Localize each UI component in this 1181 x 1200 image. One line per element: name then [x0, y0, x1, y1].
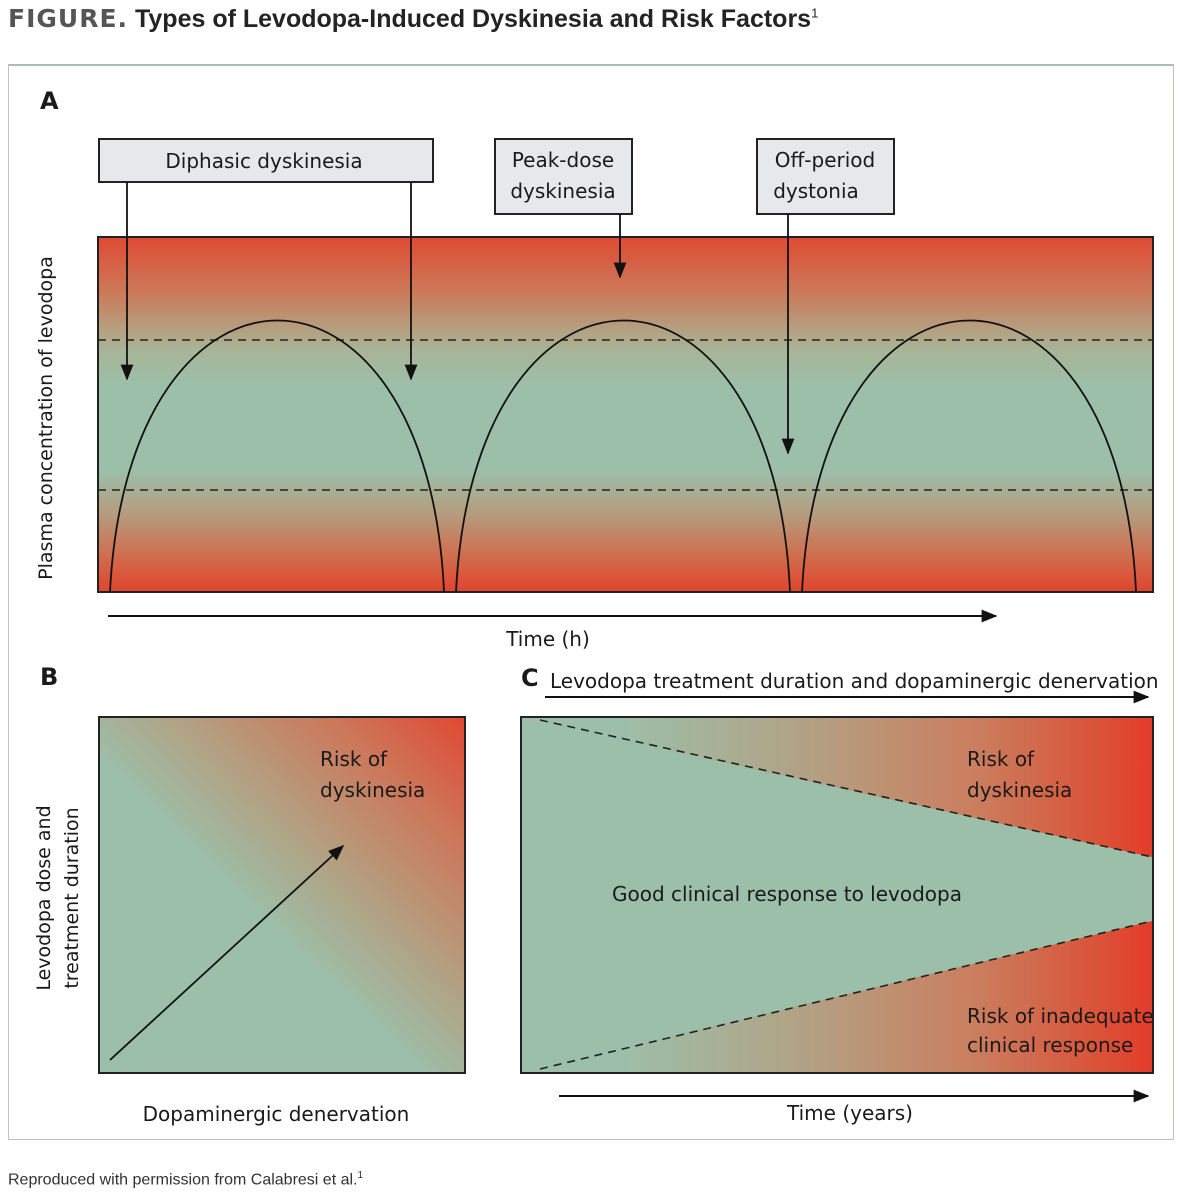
figure-title-text: Types of Levodopa-Induced Dyskinesia and… — [134, 5, 812, 33]
panel-b-y-axis-label-line1: Levodopa dose and — [33, 805, 55, 990]
lower-boundary-dashed — [539, 920, 1153, 1070]
panel-b-y-axis-label-line2: treatment duration — [61, 807, 83, 988]
panel-c-center-label: Good clinical response to levodopa — [612, 882, 962, 906]
diphasic-dyskinesia-box — [98, 138, 434, 183]
upper-boundary-dashed — [539, 719, 1153, 858]
peak-dose-label-line2: dyskinesia — [510, 179, 615, 203]
peak-dose-label-line1: Peak-dose — [512, 148, 614, 172]
panel-c: C Levodopa treatment duration and dopami… — [520, 664, 1159, 1125]
diphasic-dyskinesia-callout: Diphasic dyskinesia — [98, 138, 434, 381]
good-response-region — [522, 718, 1152, 1072]
panel-b-x-axis-label: Dopaminergic denervation — [143, 1102, 410, 1126]
panel-c-top-label: Levodopa treatment duration and dopamine… — [550, 669, 1159, 693]
off-period-dystonia-box — [756, 138, 895, 215]
panel-a-y-axis-label: Plasma concentration of levodopa — [35, 256, 57, 580]
figure-frame — [8, 64, 1174, 1140]
figure-caption-superscript: 1 — [357, 1170, 364, 1181]
panel-a: A Diphasic dyskinesia Peak-dose dyskines… — [35, 87, 1154, 651]
figure-title-superscript: 1 — [811, 5, 819, 21]
panel-c-risk-bottom-line1: Risk of inadequate — [967, 1004, 1154, 1028]
panel-c-risk-top-line1: Risk of — [967, 747, 1035, 771]
concentration-plot-area — [97, 236, 1154, 593]
panel-b-risk-label-line2: dyskinesia — [320, 778, 425, 802]
panel-b-risk-label-line1: Risk of — [320, 747, 388, 771]
dose-curve-2 — [455, 319, 791, 593]
off-period-dystonia-callout: Off-period dystonia — [756, 138, 895, 455]
off-period-label-line1: Off-period — [775, 148, 875, 172]
panel-c-risk-bottom-line2: clinical response — [967, 1033, 1133, 1057]
figure-title: FIGURE. Types of Levodopa-Induced Dyskin… — [8, 4, 818, 34]
peak-dose-dyskinesia-box — [494, 138, 633, 215]
panel-b-increasing-risk-arrow — [109, 844, 345, 1061]
panel-c-letter: C — [521, 664, 539, 692]
panel-b: B Risk of dyskinesia Levodopa dose and t… — [33, 663, 466, 1126]
panel-c-risk-top-line2: dyskinesia — [967, 778, 1072, 802]
figure-label: FIGURE. — [8, 4, 129, 33]
off-period-label-line2: dystonia — [773, 179, 859, 203]
dose-curve-3 — [801, 319, 1137, 593]
dose-curve-1 — [109, 319, 445, 593]
diphasic-dyskinesia-label: Diphasic dyskinesia — [165, 149, 362, 173]
panel-c-x-axis-label: Time (years) — [786, 1101, 913, 1125]
figure-caption: Reproduced with permission from Calabres… — [8, 1170, 363, 1189]
peak-dose-dyskinesia-callout: Peak-dose dyskinesia — [494, 138, 633, 279]
panel-b-letter: B — [40, 663, 58, 691]
response-area-border — [520, 716, 1154, 1074]
panel-a-x-axis-label: Time (h) — [505, 627, 590, 651]
panel-a-letter: A — [40, 87, 59, 115]
figure-caption-text: Reproduced with permission from Calabres… — [8, 1171, 358, 1189]
